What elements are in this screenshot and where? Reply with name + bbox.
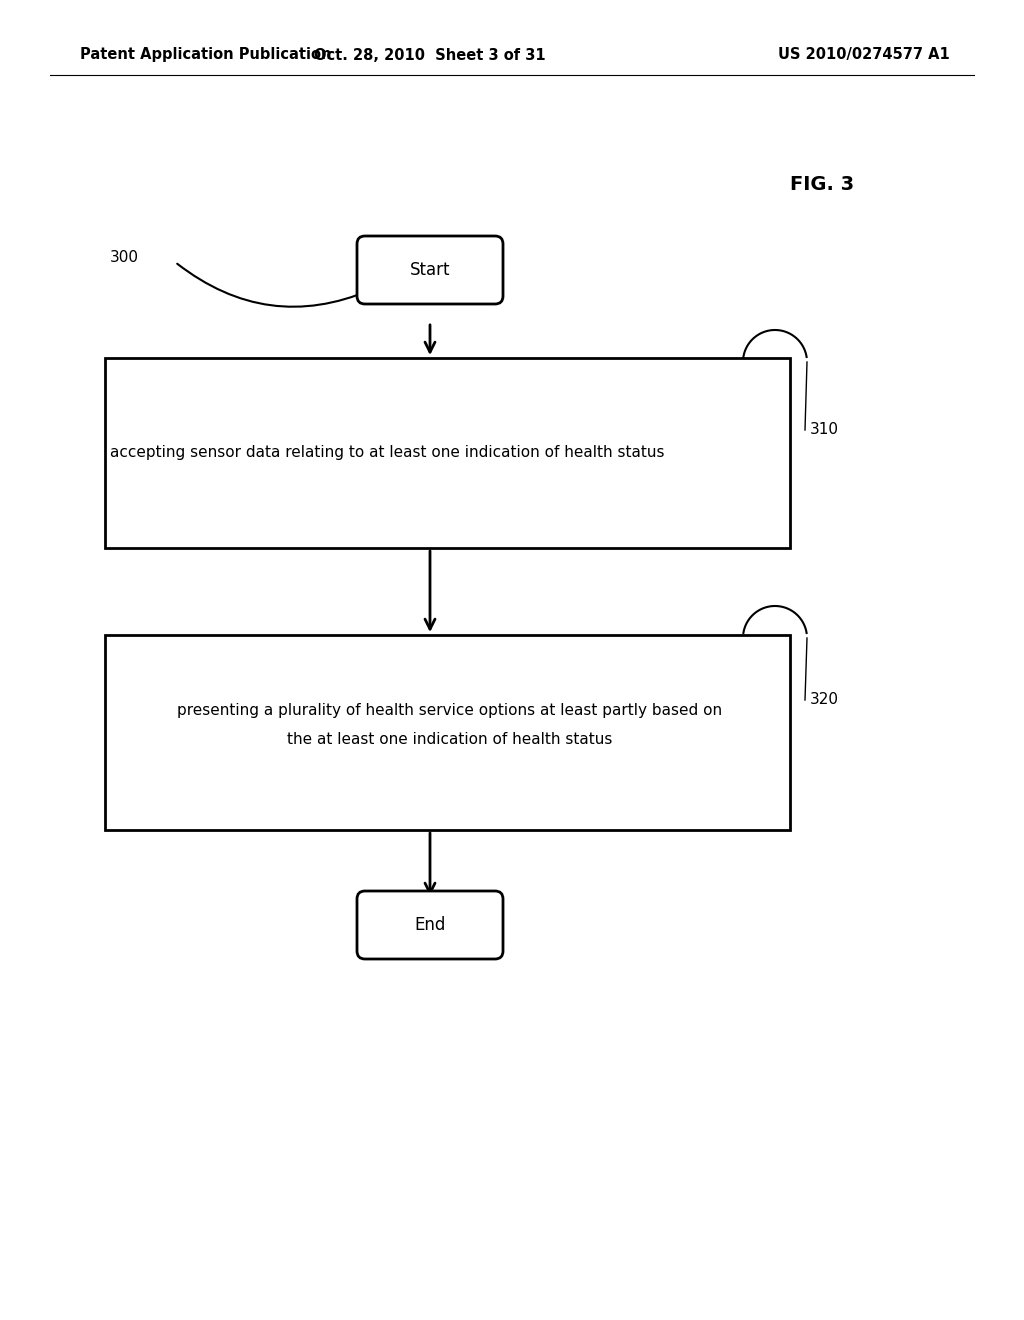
Text: FIG. 3: FIG. 3 [790, 176, 854, 194]
Text: 310: 310 [810, 422, 839, 437]
Text: Oct. 28, 2010  Sheet 3 of 31: Oct. 28, 2010 Sheet 3 of 31 [314, 48, 546, 62]
Text: presenting a plurality of health service options at least partly based on: presenting a plurality of health service… [177, 702, 723, 718]
Text: End: End [415, 916, 445, 935]
Bar [105, 635, 790, 830]
Text: Patent Application Publication: Patent Application Publication [80, 48, 332, 62]
FancyBboxPatch shape [357, 891, 503, 960]
Bar [105, 358, 790, 548]
Text: US 2010/0274577 A1: US 2010/0274577 A1 [778, 48, 950, 62]
FancyBboxPatch shape [357, 236, 503, 304]
Text: 320: 320 [810, 693, 839, 708]
Text: the at least one indication of health status: the at least one indication of health st… [288, 733, 612, 747]
FancyArrowPatch shape [177, 264, 371, 306]
Text: 300: 300 [110, 251, 139, 265]
Text: Start: Start [410, 261, 451, 279]
Text: accepting sensor data relating to at least one indication of health status: accepting sensor data relating to at lea… [110, 446, 665, 461]
